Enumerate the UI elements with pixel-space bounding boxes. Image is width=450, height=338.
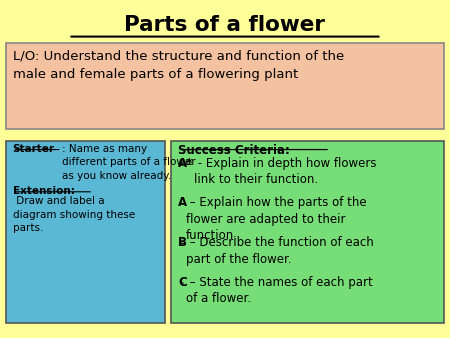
FancyBboxPatch shape <box>6 141 165 323</box>
Text: – State the names of each part
of a flower.: – State the names of each part of a flow… <box>186 275 373 305</box>
Text: B: B <box>178 236 187 249</box>
Text: Draw and label a
diagram showing these
parts.: Draw and label a diagram showing these p… <box>13 196 135 233</box>
Text: A: A <box>178 196 187 210</box>
Text: Starter: Starter <box>13 144 54 154</box>
Text: : Name as many
different parts of a flower
as you know already.: : Name as many different parts of a flow… <box>62 144 195 180</box>
Text: L/O: Understand the structure and function of the
male and female parts of a flo: L/O: Understand the structure and functi… <box>13 50 344 81</box>
Text: Success Criteria:: Success Criteria: <box>178 144 290 157</box>
FancyBboxPatch shape <box>6 43 444 129</box>
Text: – Explain how the parts of the
flower are adapted to their
function.: – Explain how the parts of the flower ar… <box>186 196 367 242</box>
Text: - Explain in depth how flowers
link to their function.: - Explain in depth how flowers link to t… <box>194 157 377 187</box>
FancyBboxPatch shape <box>171 141 444 323</box>
Text: – Describe the function of each
part of the flower.: – Describe the function of each part of … <box>186 236 374 266</box>
Text: A*: A* <box>178 157 194 170</box>
Text: C: C <box>178 275 187 289</box>
Text: Extension:: Extension: <box>13 187 74 196</box>
Text: Parts of a flower: Parts of a flower <box>125 15 325 35</box>
